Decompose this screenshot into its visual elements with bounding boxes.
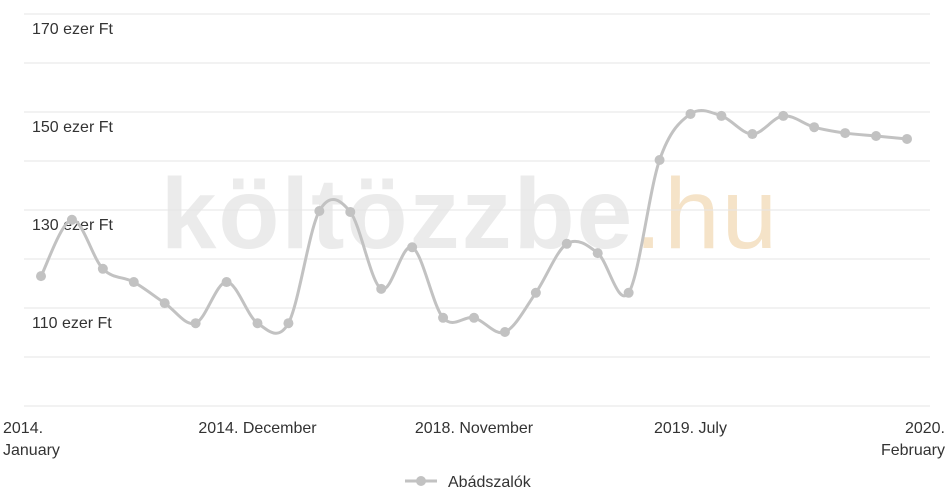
point [469,312,479,323]
point [376,283,387,294]
x-tick-label: 2020. February [880,420,945,459]
point [36,271,46,282]
point [716,110,727,121]
point [407,242,418,253]
watermark-main: költözzbe [161,158,635,270]
legend-marker [416,476,426,486]
point [314,205,325,216]
point [128,277,139,288]
point [499,327,510,338]
x-tick-label: 2014. January [3,420,60,459]
point [345,206,356,217]
point [623,287,634,298]
point [97,263,108,274]
y-tick-label: 110 ezer Ft [32,315,112,332]
point [747,129,758,140]
watermark-suffix: .hu [634,158,779,270]
y-tick-label: 150 ezer Ft [32,119,113,136]
x-tick-label: 2019. July [654,420,727,437]
point [654,155,665,166]
point [283,318,294,329]
point [778,110,789,121]
point [66,214,77,225]
x-tick-label: 2018. November [414,420,534,437]
point [592,248,603,259]
point [902,133,912,144]
point [221,277,232,288]
y-tick-label: 130 ezer Ft [32,217,113,234]
point [190,318,201,329]
y-tick-label: 170 ezer Ft [32,21,113,38]
watermark: költözzbe.hu [161,158,780,270]
point [871,131,882,142]
x-tick-label: 2014. December [198,420,317,437]
point [438,312,449,323]
point [561,238,572,249]
point [809,122,820,133]
point [685,108,696,119]
legend-label: Abádszalók [448,474,532,489]
point [159,298,170,309]
point [252,318,263,329]
point [530,287,541,298]
point [840,128,851,139]
